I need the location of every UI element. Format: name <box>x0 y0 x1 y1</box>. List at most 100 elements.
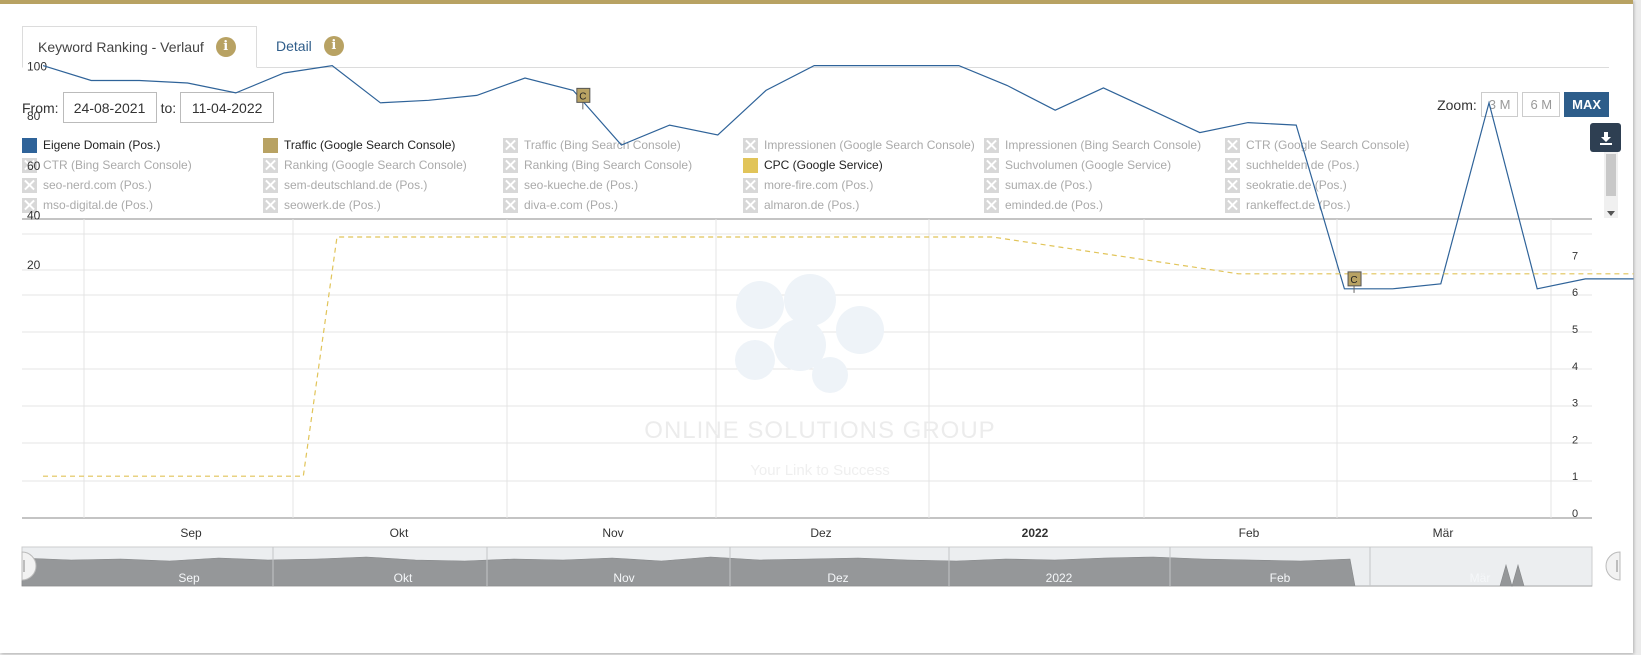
hidden-series-icon <box>1225 197 1240 213</box>
y-right-tick-label: 4 <box>1572 361 1578 373</box>
y-left-tick-label: 60 <box>27 159 41 173</box>
legend-item[interactable]: seokratie.de (Pos.) <box>1225 176 1347 194</box>
legend-label: CTR (Bing Search Console) <box>43 158 192 172</box>
download-icon <box>1599 131 1612 145</box>
y-left-tick-label: 100 <box>27 60 47 74</box>
y-right-tick-label: 7 <box>1572 250 1578 262</box>
tab-label: Detail <box>276 38 312 54</box>
tab-detail[interactable]: Detail i <box>276 26 344 66</box>
legend-scrollbar[interactable] <box>1604 136 1618 218</box>
navigator-right-handle <box>1605 551 1621 581</box>
legend-item[interactable]: seo-nerd.com (Pos.) <box>22 176 152 194</box>
legend-label: Impressionen (Bing Search Console) <box>1005 138 1202 152</box>
zoom-6m-button[interactable]: 6 M <box>1522 92 1561 117</box>
legend-label: rankeffect.de (Pos.) <box>1246 198 1351 212</box>
watermark-title: ONLINE SOLUTIONS GROUP <box>644 417 995 444</box>
download-button[interactable] <box>1590 123 1621 152</box>
legend-item[interactable]: more-fire.com (Pos.) <box>743 176 873 194</box>
legend-item[interactable]: CTR (Bing Search Console) <box>22 156 192 174</box>
tab-keyword-ranking-verlauf[interactable]: Keyword Ranking - Verlauf i <box>22 26 257 68</box>
watermark-logo-shape <box>774 319 826 371</box>
to-label: to: <box>160 99 177 116</box>
tab-bar: Keyword Ranking - Verlauf i Detail i <box>22 26 1609 68</box>
watermark-logo-shape <box>735 340 775 380</box>
legend-item[interactable]: mso-digital.de (Pos.) <box>22 196 153 214</box>
legend-item[interactable]: rankeffect.de (Pos.) <box>1225 196 1351 214</box>
y-left-tick-label: 80 <box>27 109 41 123</box>
legend-item[interactable]: eminded.de (Pos.) <box>984 196 1103 214</box>
hidden-series-icon <box>984 177 999 193</box>
flag-marker <box>576 87 591 103</box>
legend-item[interactable]: sumax.de (Pos.) <box>984 176 1092 194</box>
legend-swatch <box>263 137 278 153</box>
legend-item[interactable]: CPC (Google Service) <box>743 156 883 174</box>
traffic-series-line <box>43 236 1634 477</box>
legend-item[interactable]: Impressionen (Bing Search Console) <box>984 136 1201 154</box>
legend-label: seo-kueche.de (Pos.) <box>524 178 639 192</box>
legend-item[interactable]: seowerk.de (Pos.) <box>263 196 381 214</box>
legend-label: CPC (Google Service) <box>764 158 883 172</box>
watermark-logo-shape <box>736 281 784 329</box>
legend-item[interactable]: diva-e.com (Pos.) <box>503 196 618 214</box>
hidden-series-icon <box>1225 157 1240 173</box>
legend-label: more-fire.com (Pos.) <box>764 178 874 192</box>
hidden-series-icon <box>1225 177 1240 193</box>
legend-label: sem-deutschland.de (Pos.) <box>284 178 428 192</box>
watermark-logo-shape <box>812 357 848 393</box>
hidden-series-icon <box>22 157 37 173</box>
y-left-tick-label: 40 <box>27 208 41 222</box>
zoom-3m-button[interactable]: 3 M <box>1480 92 1519 117</box>
navigator-selection <box>22 547 1592 586</box>
legend-label: Ranking (Bing Search Console) <box>524 158 693 172</box>
legend-item[interactable]: Ranking (Google Search Console) <box>263 156 467 174</box>
legend-label: seowerk.de (Pos.) <box>284 198 381 212</box>
zoom-max-button[interactable]: MAX <box>1564 92 1609 117</box>
navigator-label: 2022 <box>1046 571 1073 585</box>
tab-label: Keyword Ranking - Verlauf <box>38 39 204 55</box>
navigator-label: Sep <box>178 571 200 585</box>
legend-label: seo-nerd.com (Pos.) <box>43 178 152 192</box>
x-tick-label: Feb <box>1239 526 1260 540</box>
navigator-label: Dez <box>827 571 848 585</box>
legend-item[interactable]: Ranking (Bing Search Console) <box>503 156 692 174</box>
info-icon[interactable]: i <box>215 37 236 57</box>
legend-item[interactable]: almaron.de (Pos.) <box>743 196 859 214</box>
to-date-input[interactable] <box>180 92 275 123</box>
scrollbar-thumb[interactable] <box>1606 154 1616 196</box>
legend-item[interactable]: suchhelden.de (Pos.) <box>1225 156 1359 174</box>
legend-item[interactable]: Impressionen (Google Search Console) <box>743 136 975 154</box>
x-tick-label: Mär <box>1433 526 1454 540</box>
legend-label: diva-e.com (Pos.) <box>524 198 619 212</box>
from-date-input[interactable] <box>62 92 157 123</box>
legend-item[interactable]: Traffic (Google Search Console) <box>263 136 455 154</box>
legend-swatch <box>743 157 758 173</box>
hidden-series-icon <box>503 137 518 153</box>
hidden-series-icon <box>503 197 518 213</box>
y-right-tick-label: 3 <box>1572 398 1578 410</box>
x-tick-label: Okt <box>390 526 409 540</box>
scroll-down-icon[interactable] <box>1607 211 1615 216</box>
legend-label: Ranking (Google Search Console) <box>284 158 467 172</box>
y-right-tick-label: 2 <box>1572 434 1578 446</box>
y-right-tick-label: 0 <box>1572 508 1578 520</box>
legend-swatch <box>22 137 37 153</box>
legend-item[interactable]: Traffic (Bing Search Console) <box>503 136 681 154</box>
legend-label: CTR (Google Search Console) <box>1246 138 1410 152</box>
info-icon[interactable]: i <box>323 36 344 56</box>
legend-item[interactable]: CTR (Google Search Console) <box>1225 136 1409 154</box>
legend-item[interactable]: seo-kueche.de (Pos.) <box>503 176 638 194</box>
date-range: From: to: <box>22 92 278 123</box>
legend-item[interactable]: Suchvolumen (Google Service) <box>984 156 1171 174</box>
x-tick-label: Nov <box>602 526 623 540</box>
hidden-series-icon <box>743 137 758 153</box>
legend-item[interactable]: sem-deutschland.de (Pos.) <box>263 176 427 194</box>
navigator-label: Mär <box>1470 571 1491 585</box>
hidden-series-icon <box>22 177 37 193</box>
navigator-label: Okt <box>394 571 413 585</box>
legend-item[interactable]: Eigene Domain (Pos.) <box>22 136 160 154</box>
hidden-series-icon <box>263 177 278 193</box>
navigator-label: Feb <box>1270 571 1291 585</box>
hidden-series-icon <box>503 157 518 173</box>
hidden-series-icon <box>743 197 758 213</box>
